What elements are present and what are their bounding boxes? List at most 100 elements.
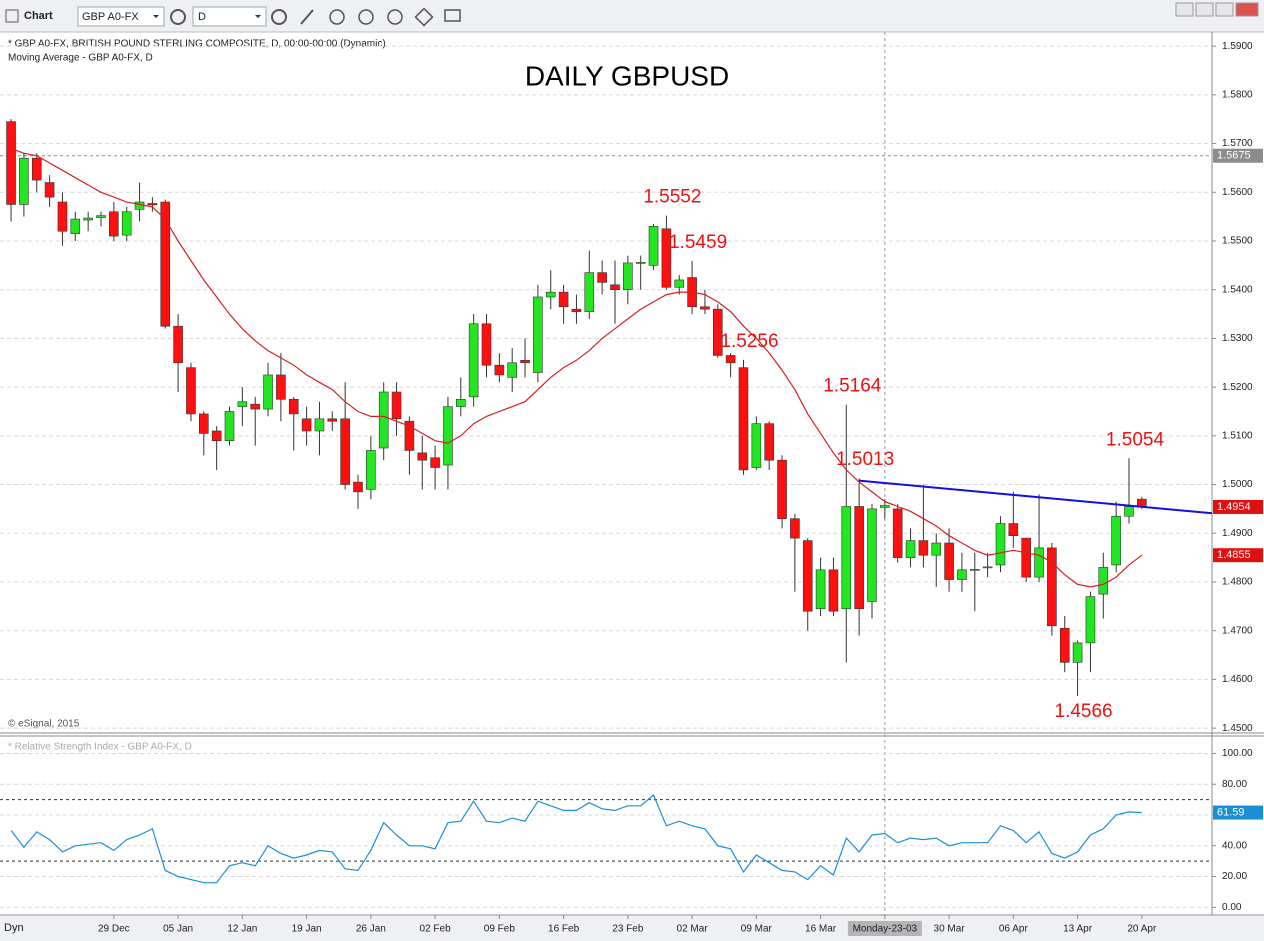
candle-up — [815, 569, 826, 610]
candle-down — [725, 355, 736, 364]
ma-label-bg — [1213, 548, 1263, 563]
close-button[interactable] — [1235, 2, 1259, 17]
candle-up — [1124, 506, 1134, 517]
mode-label: Dyn — [4, 922, 24, 934]
candle-up — [584, 272, 595, 312]
window-title: Chart — [24, 10, 53, 22]
y-tick-label: 80.00 — [1222, 779, 1247, 790]
candle-up — [533, 296, 543, 373]
candle-up — [96, 215, 106, 218]
toolbar — [0, 0, 1264, 32]
candle-down — [700, 306, 710, 310]
candle-down — [353, 481, 363, 493]
y-tick-label: 1.5500 — [1222, 236, 1253, 247]
moving-average — [10, 147, 1143, 588]
draw-button[interactable] — [300, 9, 314, 25]
candle-down — [147, 203, 158, 206]
candle-up — [378, 391, 389, 449]
candle-down — [571, 308, 582, 312]
x-tick-label: 30 Mar — [934, 924, 966, 935]
candle-down — [712, 308, 723, 356]
y-tick-label: 1.5100 — [1222, 430, 1253, 441]
candle-up — [134, 201, 145, 210]
candle-down — [558, 291, 569, 308]
window-button[interactable] — [1215, 2, 1234, 17]
interval-box[interactable] — [192, 6, 267, 27]
y-tick-label: 1.4900 — [1222, 528, 1253, 539]
x-tick-label: 19 Jan — [292, 924, 322, 935]
note-button[interactable] — [444, 9, 461, 22]
candle-down — [211, 430, 222, 442]
candle-down — [391, 391, 402, 420]
x-tick-label: 29 Dec — [98, 924, 130, 935]
candle-up — [751, 423, 762, 468]
time-button[interactable] — [271, 9, 287, 25]
x-tick-label: 23 Feb — [612, 924, 644, 935]
y-tick-label: 1.5000 — [1222, 479, 1253, 490]
candle-down — [173, 325, 183, 364]
candle-down — [250, 403, 260, 410]
candle-up — [931, 542, 942, 556]
candle-down — [109, 211, 119, 237]
x-tick-label: 05 Jan — [163, 924, 193, 935]
candle-up — [455, 399, 466, 407]
candle-up — [648, 226, 659, 266]
candle-down — [944, 542, 954, 580]
x-tick-label: 12 Jan — [227, 924, 257, 935]
candle-up — [237, 401, 248, 407]
dropdown-arrow — [153, 15, 159, 18]
window-button[interactable] — [1195, 2, 1214, 17]
candle-up — [841, 506, 852, 610]
rsi-label-bg — [1213, 805, 1263, 820]
x-tick-label: 13 Apr — [1063, 924, 1093, 935]
x-tick-label: 02 Mar — [677, 924, 709, 935]
candle-down — [777, 459, 787, 519]
price-annotation: 1.5256 — [720, 331, 778, 352]
y-tick-label: 20.00 — [1222, 871, 1247, 882]
candle-down — [1047, 547, 1057, 627]
candle-down — [6, 121, 16, 205]
chart-icon — [5, 9, 19, 23]
candle-down — [327, 418, 338, 422]
candle-down — [301, 418, 312, 432]
link-button[interactable] — [170, 9, 186, 25]
study-button[interactable] — [329, 9, 345, 25]
candle-down — [57, 201, 68, 232]
study-label: Moving Average - GBP A0-FX, D — [8, 53, 153, 64]
candle-up — [70, 218, 81, 234]
candle-down — [340, 418, 350, 485]
window-button[interactable] — [1175, 2, 1194, 17]
y-tick-label: 1.4800 — [1222, 577, 1253, 588]
play-button[interactable] — [358, 9, 374, 25]
candle-down — [31, 157, 42, 181]
cursor-x-label-bg — [847, 921, 922, 936]
subtitle: * GBP A0-FX, BRITISH POUND STERLING COMP… — [8, 39, 386, 50]
price-annotation: 1.5164 — [823, 376, 882, 397]
tag-button[interactable] — [414, 7, 434, 27]
candle-up — [224, 411, 235, 442]
candle-up — [121, 211, 132, 236]
candle-down — [430, 457, 440, 468]
candle-up — [1072, 642, 1083, 663]
candle-down — [186, 367, 196, 415]
candle-down — [597, 272, 607, 283]
y-tick-label: 1.5700 — [1222, 138, 1253, 149]
candle-down — [661, 228, 672, 288]
y-tick-label: 40.00 — [1222, 840, 1247, 851]
x-tick-label: 26 Jan — [356, 924, 386, 935]
price-annotation: 1.5054 — [1106, 429, 1165, 450]
y-tick-label: 1.4700 — [1222, 625, 1253, 636]
candle-down — [481, 323, 492, 366]
symbol: GBP A0-FX — [82, 11, 139, 23]
symbol-box[interactable] — [77, 6, 165, 27]
candle-up — [905, 540, 916, 558]
y-tick-label: 0.00 — [1222, 902, 1242, 913]
x-tick-label: 09 Mar — [741, 924, 773, 935]
candle-down — [160, 201, 171, 327]
candle-up — [1085, 596, 1096, 644]
candle-up — [263, 374, 273, 410]
last-price-label: 1.4954 — [1217, 501, 1251, 513]
alert-button[interactable] — [387, 9, 403, 25]
candle-down — [288, 399, 299, 415]
candle-up — [1034, 547, 1044, 578]
